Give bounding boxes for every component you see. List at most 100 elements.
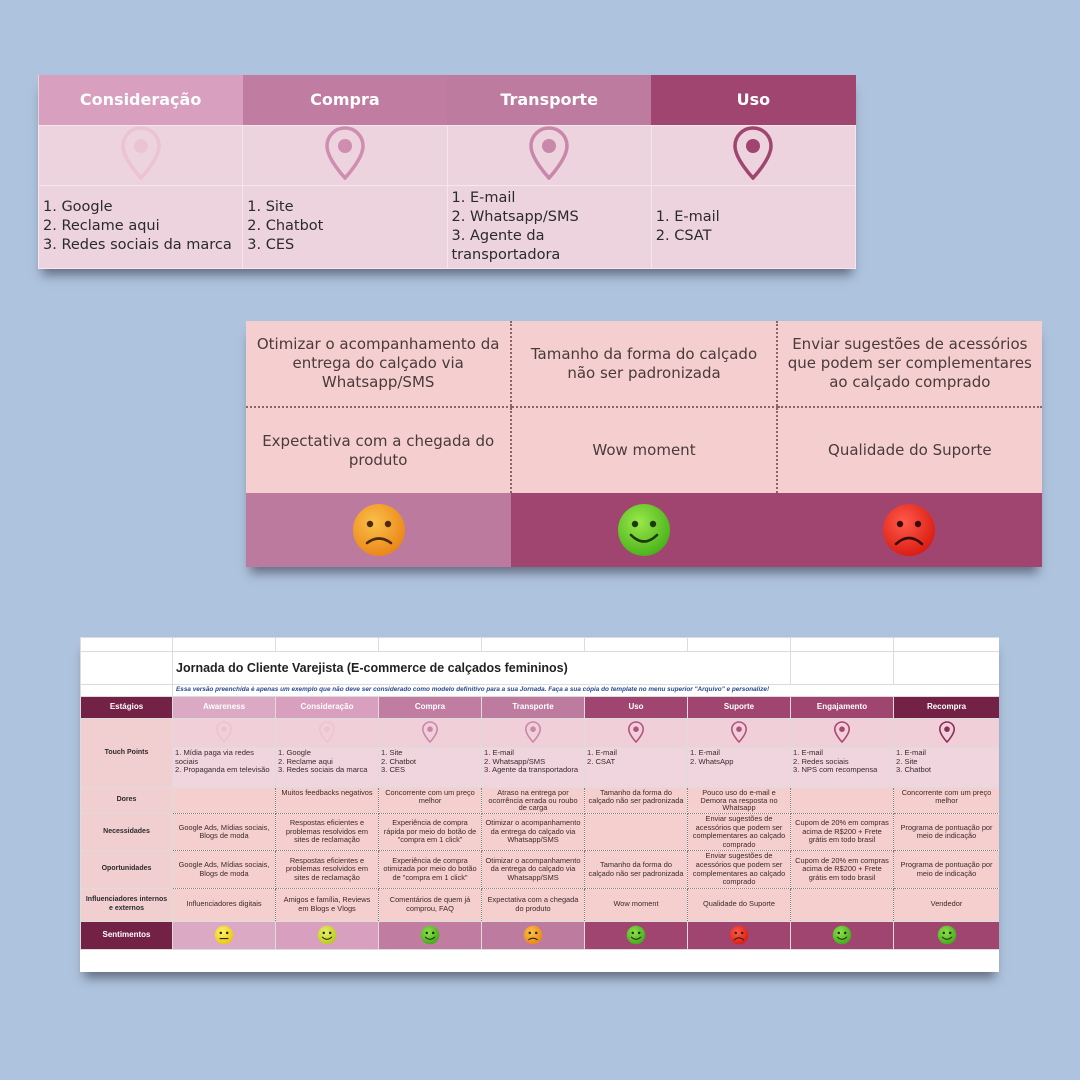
stage-header-consideração: Consideração — [275, 695, 379, 719]
happy-face-icon — [626, 925, 646, 945]
row-label-touch-points: Touch Points — [80, 717, 173, 789]
need-cell: Programa de pontuação por meio de indica… — [893, 812, 999, 852]
pain-cell: Concorrente com um preço melhor — [893, 787, 999, 814]
location-pin-icon — [627, 720, 645, 743]
happy-face-icon — [420, 925, 440, 945]
happy-face-icon — [937, 925, 956, 945]
opportunity-cell: Experiência de compra otimizada por meio… — [378, 850, 482, 889]
sentiment-cell — [511, 493, 777, 567]
influencer-cell: Qualidade do Suporte — [775, 407, 1042, 493]
template-note: Essa versão preenchida é apenas um exemp… — [172, 684, 999, 697]
touch-points-cell: 1. E-mail 2. Redes sociais 3. NPS com re… — [790, 747, 894, 789]
neutral-face-icon — [214, 925, 234, 945]
location-pin-icon — [529, 125, 569, 180]
location-pin-icon — [938, 720, 955, 743]
sad-face-icon — [729, 925, 749, 945]
influencer-cell: Influenciadores digitais — [172, 887, 276, 922]
location-pin-icon — [733, 125, 774, 180]
stage-pin-cell — [481, 717, 585, 749]
pin-row — [37, 124, 857, 186]
row-label-dores: Dores — [80, 787, 173, 814]
touch-points-transporte: 1. E-mail 2. Whatsapp/SMS 3. Agente da t… — [446, 184, 652, 269]
happy-face-icon — [617, 504, 670, 556]
neutral-face-icon — [523, 925, 543, 945]
need-cell: Cupom de 20% em compras acima de R$200 +… — [790, 812, 894, 852]
influencer-cell — [790, 887, 894, 922]
stage-pin-cell — [893, 717, 999, 749]
opportunity-cell: Respostas eficientes e problemas resolvi… — [275, 850, 379, 889]
needs-row: Necessidades Google Ads, Mídias sociais,… — [80, 812, 999, 852]
stage-pin-cell — [687, 717, 791, 749]
sad-face-icon — [883, 504, 936, 556]
opportunity-cell: Tamanho da forma do calçado não ser padr… — [510, 321, 777, 408]
opportunity-cell: Otimizar o acompanhamento da entrega do … — [246, 321, 512, 408]
touch-points-cell: 1. E-mail 2. Site 3. Chatbot — [893, 747, 999, 789]
influencer-cell: Amigos e família, Reviews em Blogs e Vlo… — [275, 887, 379, 922]
sentiment-cell — [687, 920, 791, 950]
need-cell: Experiência de compra rápida por meio do… — [378, 812, 482, 852]
stages-table: Consideração Compra Transporte Uso 1. Go… — [37, 75, 857, 269]
pins-row: Touch Points — [80, 717, 999, 789]
touch-points-cell: 1. E-mail 2. Whatsapp/SMS 3. Agente da t… — [481, 747, 585, 789]
touch-points-cell: 1. E-mail 2. CSAT — [584, 747, 688, 789]
influencer-cell: Qualidade do Suporte — [687, 887, 791, 922]
need-cell — [584, 812, 688, 852]
location-pin-icon — [120, 125, 161, 180]
need-cell: Respostas eficientes e problemas resolvi… — [275, 812, 379, 852]
opportunity-cell: Google Ads, Mídias sociais, Blogs de mod… — [172, 850, 276, 889]
influencers-row: Influenciadores internos e externos Infl… — [80, 887, 999, 922]
pain-cell: Tamanho da forma do calçado não ser padr… — [584, 787, 688, 814]
location-pin-icon — [524, 720, 542, 743]
happy-face-icon — [832, 925, 852, 945]
sentiment-cell — [246, 493, 512, 567]
journey-panel-stages: Consideração Compra Transporte Uso 1. Go… — [37, 75, 857, 269]
sentiments-row: Sentimentos — [80, 920, 999, 950]
row-label-oportunidades: Oportunidades — [80, 850, 173, 889]
location-pin-icon — [318, 720, 336, 743]
opportunities-table: Otimizar o acompanhamento da entrega do … — [246, 321, 1042, 567]
influencer-cell: Vendedor — [893, 887, 999, 922]
stage-pin-cell — [172, 717, 276, 749]
stage-header-compra: Compra — [378, 695, 482, 719]
happy-face-icon — [317, 925, 337, 945]
stage-pin-cell — [378, 717, 482, 749]
location-pin-icon — [730, 720, 748, 743]
sentiment-cell — [584, 920, 688, 950]
stage-header-transporte: Transporte — [447, 75, 652, 125]
sentiment-cell — [172, 920, 276, 950]
stage-header-row: Consideração Compra Transporte Uso — [38, 75, 856, 125]
opportunities-row: Oportunidades Google Ads, Mídias sociais… — [80, 850, 999, 889]
sentiment-cell — [776, 493, 1042, 567]
stage-header-compra: Compra — [242, 75, 447, 125]
pain-cell: Concorrente com um preço melhor — [378, 787, 482, 814]
location-pin-icon — [325, 125, 365, 180]
influencer-cell: Expectativa com a chegada do produto — [481, 887, 585, 922]
stage-header-engajamento: Engajamento — [790, 695, 894, 719]
need-cell: Enviar sugestões de acessórios que podem… — [687, 812, 791, 852]
pains-row: Dores Muitos feedbacks negativos Concorre… — [80, 787, 999, 814]
pain-cell — [790, 787, 894, 814]
stage-header-uso: Uso — [584, 695, 688, 719]
touch-points-cell: 1. Google 2. Reclame aqui 3. Redes socia… — [275, 747, 379, 789]
row-label-estagios: Estágios — [80, 695, 173, 719]
stage-pin-cell — [275, 717, 379, 749]
stage-pin-cell — [790, 717, 894, 749]
stage-header-transporte: Transporte — [481, 695, 585, 719]
touch-points-row: 1. Google 2. Reclame aqui 3. Redes socia… — [37, 184, 857, 269]
pain-cell — [172, 787, 276, 814]
sentiment-cell — [378, 920, 482, 950]
stage-header-recompra: Recompra — [893, 695, 999, 719]
touch-points-compra: 1. Site 2. Chatbot 3. CES — [242, 184, 448, 269]
sentiment-cell — [790, 920, 894, 950]
journey-panel-opportunities: Otimizar o acompanhamento da entrega do … — [246, 321, 1042, 567]
influencer-cell: Expectativa com a chegada do produto — [262, 431, 495, 469]
location-pin-icon — [421, 720, 439, 743]
touch-points-cell: 1. E-mail 2. WhatsApp — [687, 747, 791, 789]
opportunity-row: Otimizar o acompanhamento da entrega do … — [246, 321, 1042, 408]
influencer-cell: Comentários de quem já comprou, FAQ — [378, 887, 482, 922]
need-cell: Google Ads, Mídias sociais, Blogs de mod… — [172, 812, 276, 852]
row-label-necessidades: Necessidades — [80, 812, 173, 852]
sentiment-cell — [275, 920, 379, 950]
pain-cell: Pouco uso do e-mail e Demora na resposta… — [687, 787, 791, 814]
sheet-title: Jornada do Cliente Varejista (E-commerce… — [172, 651, 791, 685]
